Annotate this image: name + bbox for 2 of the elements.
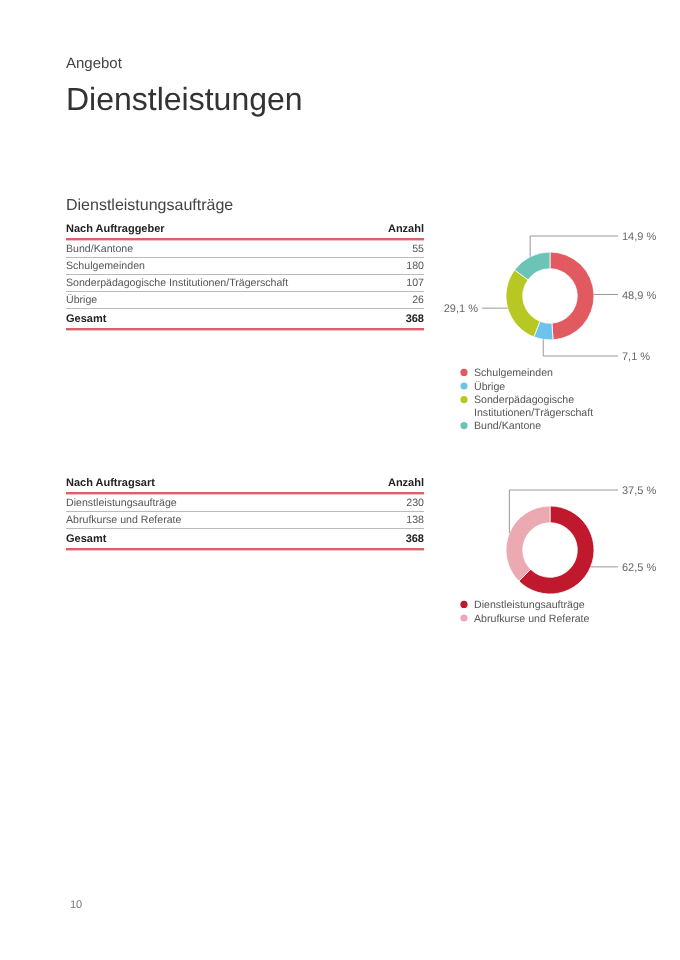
text: Dienstleistungen (66, 84, 303, 118)
text: Dienstleistungsaufträge (66, 196, 235, 214)
